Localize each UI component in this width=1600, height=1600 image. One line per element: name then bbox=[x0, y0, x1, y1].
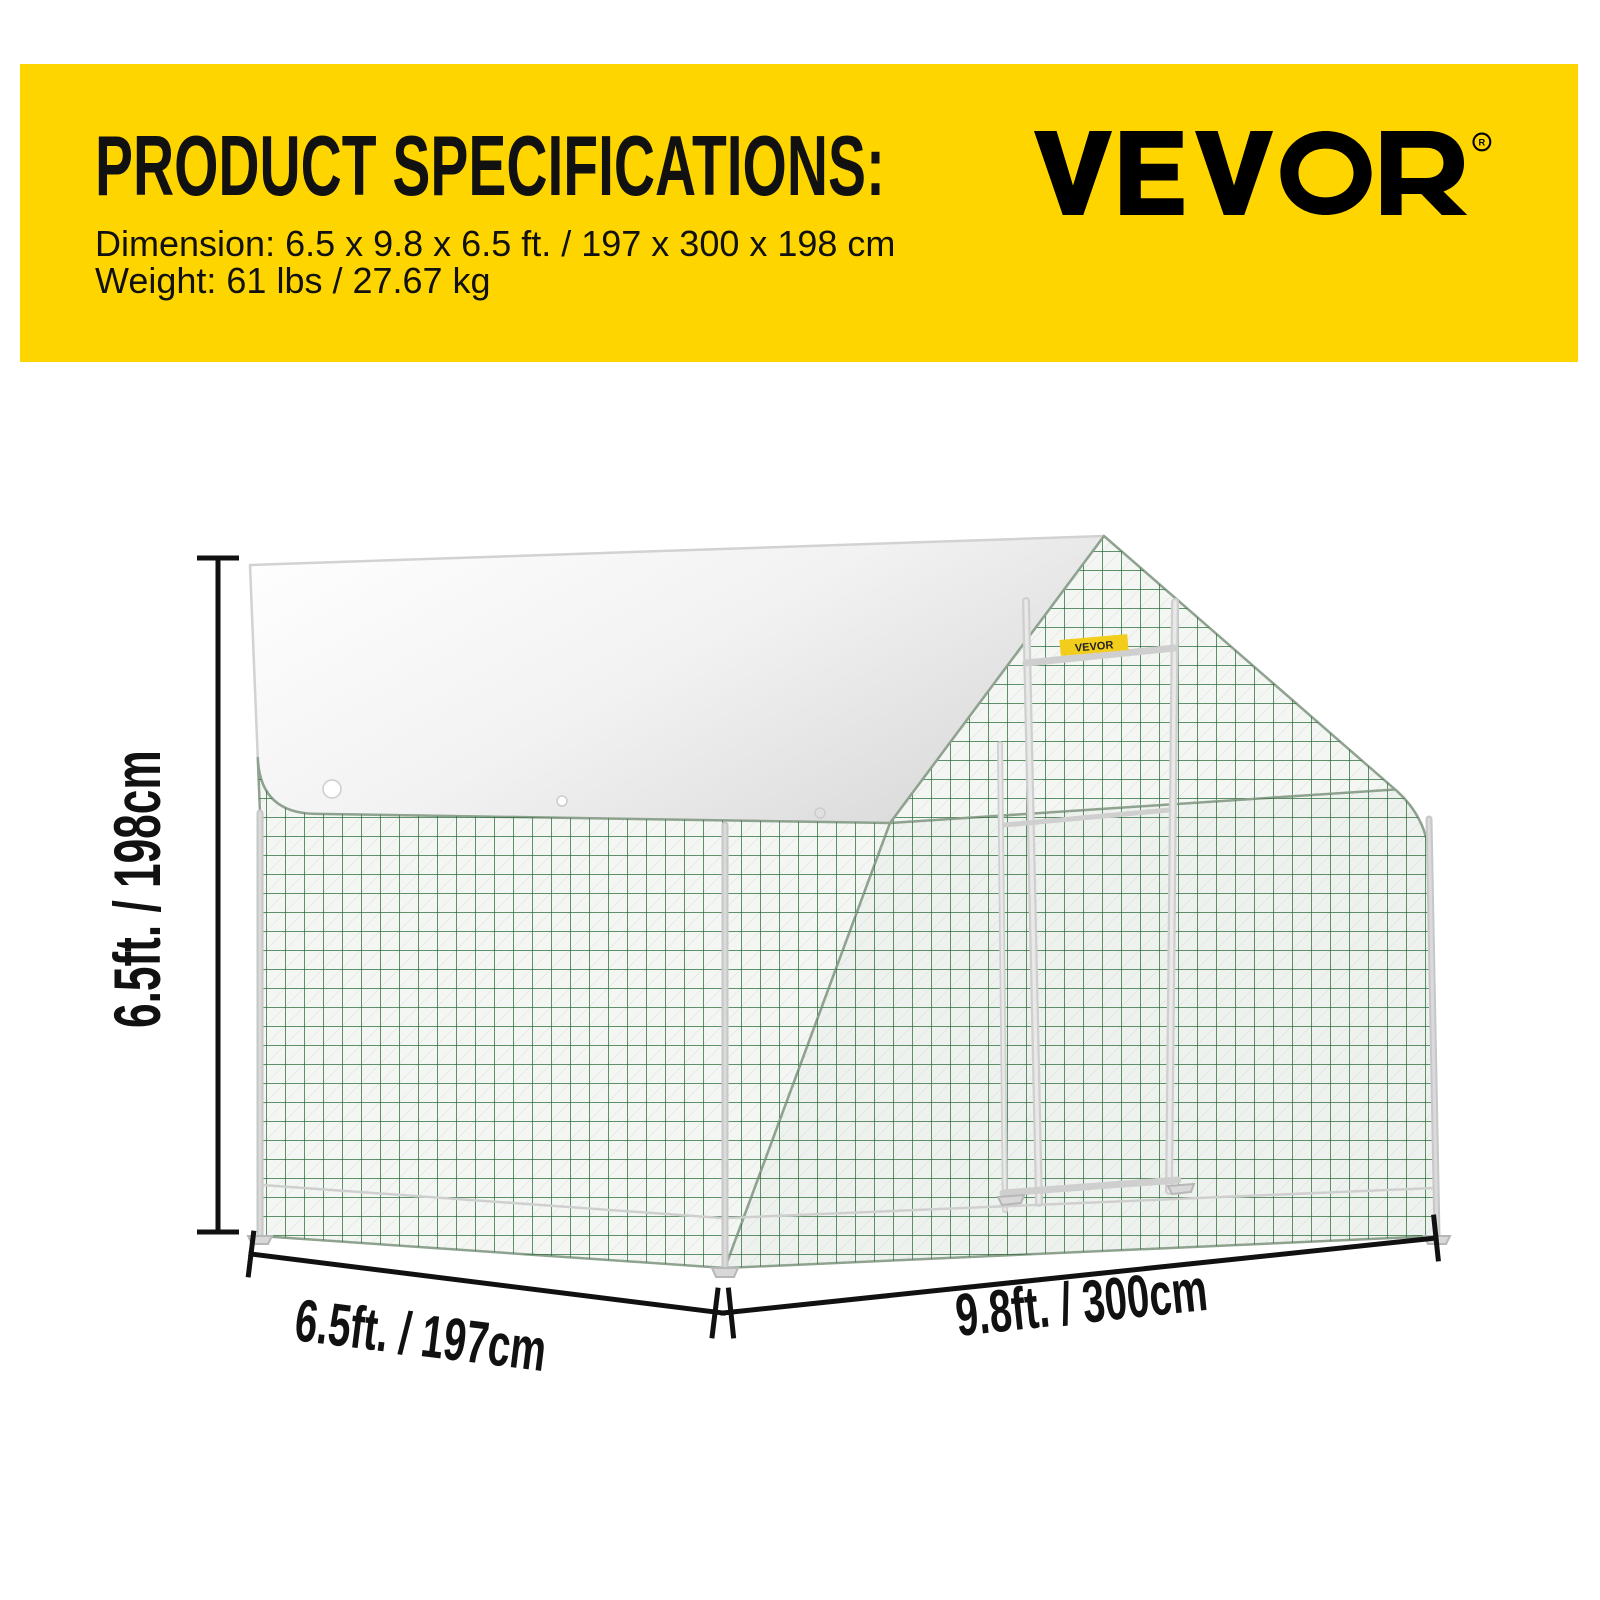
svg-text:9.8ft. / 300cm: 9.8ft. / 300cm bbox=[952, 1256, 1210, 1349]
svg-text:6.5ft. / 197cm: 6.5ft. / 197cm bbox=[291, 1286, 550, 1384]
svg-text:6.5ft. / 198cm: 6.5ft. / 198cm bbox=[100, 750, 174, 1028]
